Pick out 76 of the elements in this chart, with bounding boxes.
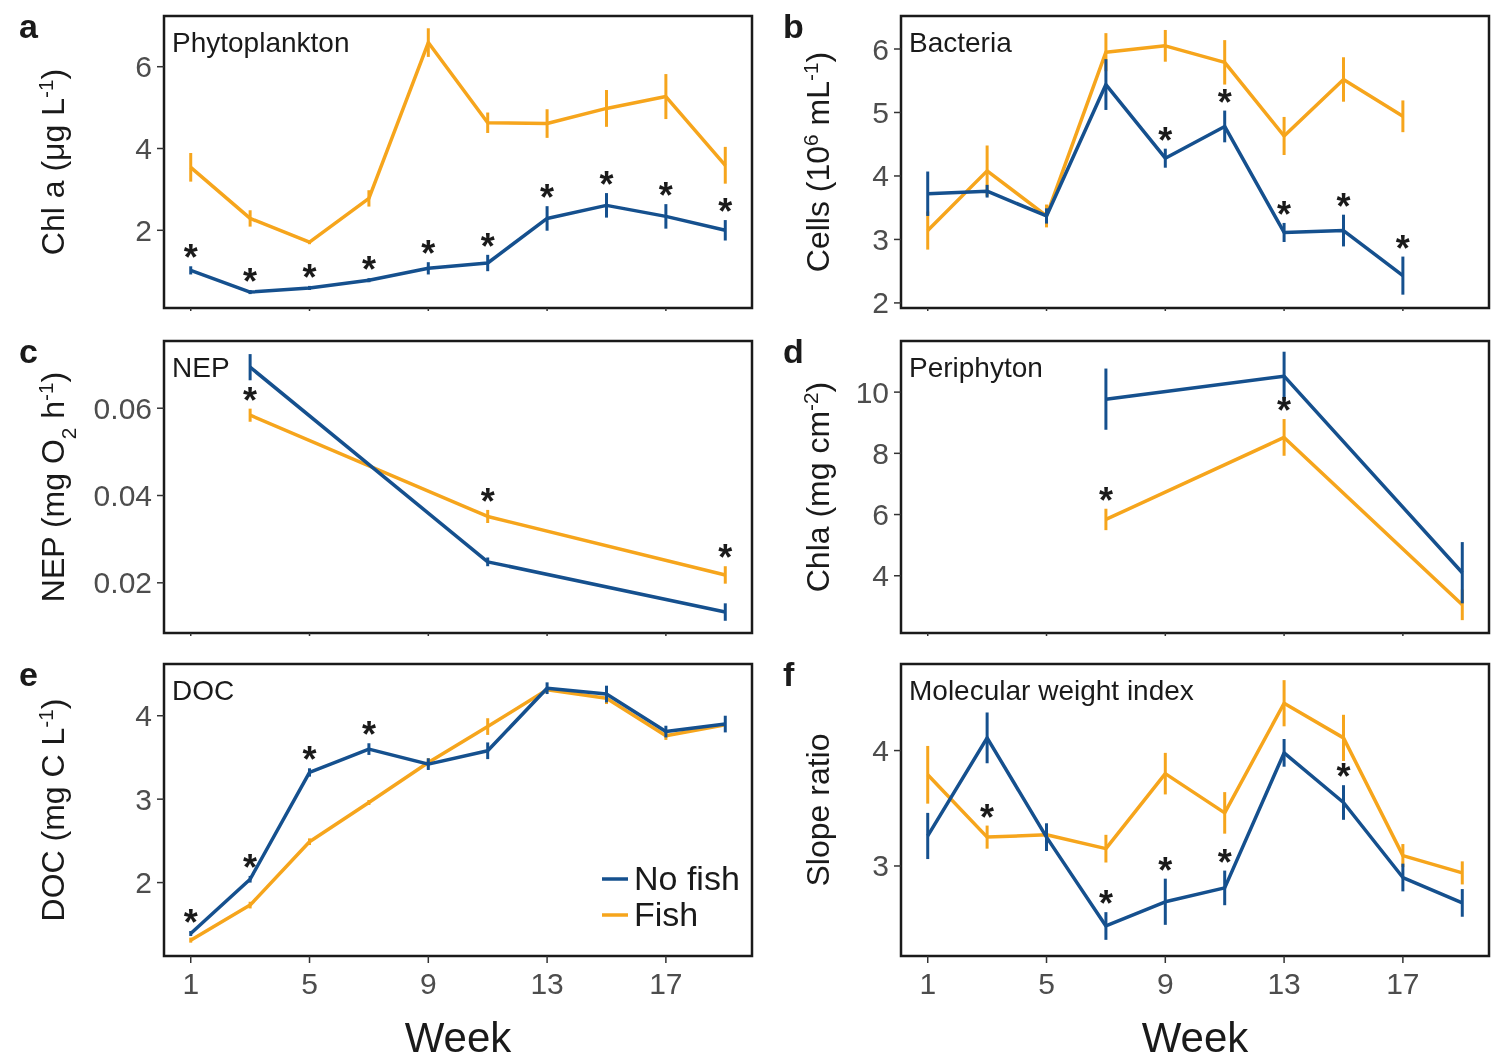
y-tick-label: 3 [872,222,889,256]
y-tick-label: 4 [872,159,889,193]
text: a [19,7,39,45]
text: c [19,332,38,370]
annotation: * [1395,227,1410,269]
y-axis-title: Slope ratio [800,733,836,887]
x-tick-label: 5 [301,967,318,1000]
annotation: * [1277,193,1292,235]
annotation: * [302,256,317,298]
chart-title: Phytoplankton [172,27,350,58]
y-tick-label: 2 [872,286,889,320]
y-tick-label: 0.04 [93,479,152,513]
annotation: * [980,796,995,838]
x-tick-label: 5 [1038,967,1055,1000]
annotation: * [243,379,258,421]
annotation: * [183,237,198,279]
y-tick-label: 8 [872,436,889,470]
x-tick-label: 1 [182,967,200,1000]
y-tick-label: 0.06 [93,391,152,425]
text: f [783,655,795,693]
y-tick-label: 6 [872,32,889,66]
x-tick-label: 9 [419,967,437,1000]
annotation: * [1158,119,1173,161]
y-tick-label: 10 [855,375,889,409]
annotation: * [1277,390,1292,432]
x-tick-label: 9 [1156,967,1174,1000]
annotation: * [243,261,258,303]
chart-title: NEP [172,352,230,383]
annotation: * [1217,841,1232,883]
legend-label: No fish [634,859,740,897]
annotation: * [421,233,436,275]
y-tick-label: 2 [135,866,152,900]
annotation: * [480,225,495,267]
y-tick-label: 2 [135,213,152,247]
annotation: * [1336,756,1351,798]
text: d [783,332,804,370]
y-tick-label: 3 [872,849,889,883]
y-tick-label: 4 [135,132,152,165]
annotation: * [302,739,317,781]
annotation: * [480,480,495,522]
x-tick-label: 17 [649,967,683,1000]
y-tick-label: 4 [135,699,152,733]
annotation: * [718,537,733,579]
text: b [783,7,804,45]
annotation: * [243,846,258,888]
chart-title: DOC [172,675,235,706]
chart-title: Bacteria [909,27,1013,58]
legend-label: Fish [634,895,699,933]
annotation: * [599,164,614,206]
annotation: * [1336,185,1351,227]
annotation: * [183,901,198,943]
x-tick-label: 1 [919,967,937,1000]
annotation: * [718,191,733,233]
chart-title: Periphyton [909,352,1043,383]
y-tick-label: 5 [872,95,889,129]
x-tick-label: 17 [1386,967,1420,1000]
y-tick-label: 6 [872,498,889,532]
x-tick-label: 13 [1267,967,1301,1000]
annotation: * [361,249,376,291]
x-axis-title: Week [1141,1014,1250,1061]
text: e [19,655,38,693]
y-tick-label: 4 [872,734,889,768]
annotation: * [540,177,555,219]
y-tick-label: 0.02 [93,566,152,600]
x-axis-title: Week [404,1014,513,1061]
annotation: * [361,714,376,756]
annotation: * [658,175,673,217]
annotation: * [1217,81,1232,123]
chart-title: Molecular weight index [909,675,1194,706]
x-tick-label: 13 [530,967,564,1000]
annotation: * [1098,479,1113,521]
y-tick-label: 3 [135,782,152,816]
annotation: * [1098,883,1113,925]
y-tick-label: 6 [135,50,152,84]
y-tick-label: 4 [872,559,889,593]
annotation: * [1158,849,1173,891]
